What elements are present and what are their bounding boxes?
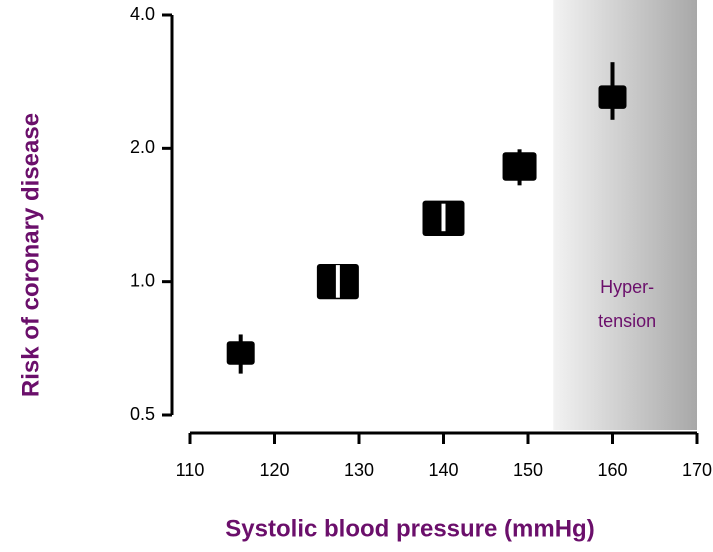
x-tick-label: 150	[513, 460, 543, 480]
x-tick-label: 110	[176, 460, 205, 480]
x-tick-label: 140	[428, 460, 458, 480]
y-tick-label: 0.5	[130, 404, 155, 424]
x-tick-label: 160	[597, 460, 627, 480]
y-tick-label: 4.0	[130, 4, 155, 24]
y-tick-label: 1.0	[130, 270, 155, 290]
y-axis-label: Risk of coronary disease	[17, 113, 44, 397]
region-label: Hyper-	[600, 277, 654, 297]
x-axis-label: Systolic blood pressure (mmHg)	[225, 515, 594, 542]
y-tick-label: 2.0	[130, 137, 155, 157]
region-label: tension	[598, 311, 656, 331]
x-tick-label: 170	[682, 460, 712, 480]
x-tick-label: 130	[344, 460, 374, 480]
x-tick-label: 120	[259, 460, 289, 480]
shaded-region	[553, 0, 697, 430]
